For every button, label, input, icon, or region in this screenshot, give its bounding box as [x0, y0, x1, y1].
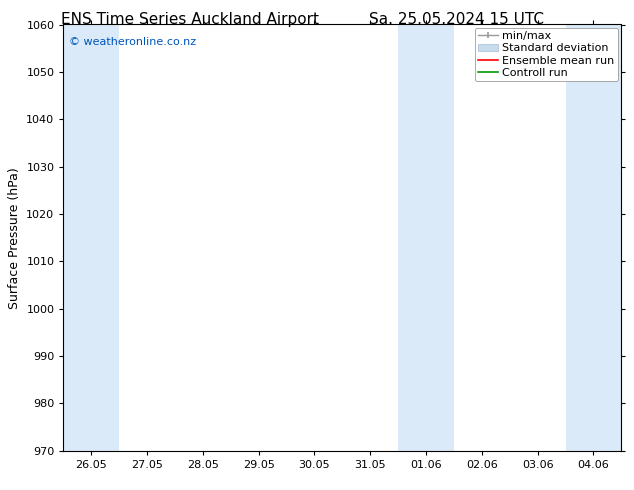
Bar	[398, 24, 454, 451]
Text: © weatheronline.co.nz: © weatheronline.co.nz	[69, 37, 196, 48]
Text: ENS Time Series Auckland Airport: ENS Time Series Auckland Airport	[61, 12, 319, 27]
Text: Sa. 25.05.2024 15 UTC: Sa. 25.05.2024 15 UTC	[369, 12, 544, 27]
Y-axis label: Surface Pressure (hPa): Surface Pressure (hPa)	[8, 167, 21, 309]
Bar	[566, 24, 621, 451]
Bar	[63, 24, 119, 451]
Legend: min/max, Standard deviation, Ensemble mean run, Controll run: min/max, Standard deviation, Ensemble me…	[475, 28, 618, 81]
